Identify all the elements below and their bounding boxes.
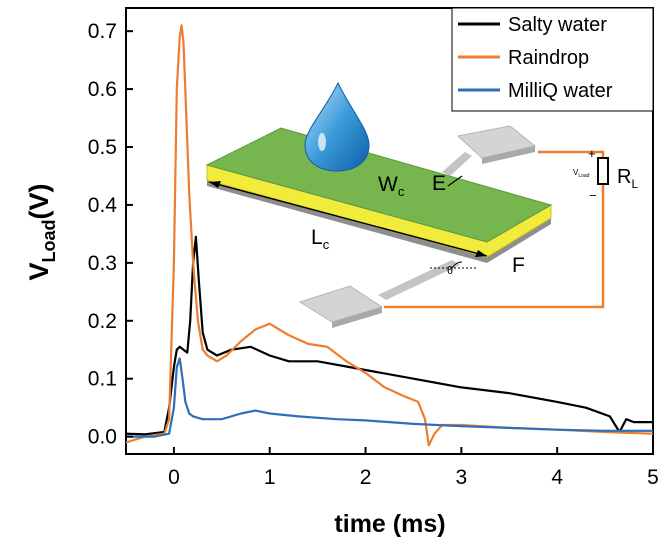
x-tick-label: 2 bbox=[360, 466, 372, 489]
x-tick-label: 4 bbox=[551, 466, 563, 489]
svg-text:VLoad: VLoad bbox=[573, 168, 590, 179]
x-tick-label: 0 bbox=[168, 466, 180, 489]
y-axis-title-main: V bbox=[24, 262, 54, 280]
circuit-wire bbox=[384, 150, 605, 309]
y-axis-title-unit: (V) bbox=[24, 183, 54, 219]
svg-text:Lc: Lc bbox=[311, 226, 330, 252]
svg-text:Wc: Wc bbox=[378, 173, 405, 199]
legend-label-raindrop: Raindrop bbox=[508, 47, 589, 69]
width-arrow bbox=[447, 175, 463, 187]
y-tick-label: 0.1 bbox=[88, 368, 117, 391]
y-tick-label: 0.6 bbox=[88, 78, 117, 101]
x-axis-title: time (ms) bbox=[334, 510, 445, 538]
wc-subscript: c bbox=[398, 184, 405, 199]
y-tick-label: 0.7 bbox=[88, 20, 117, 43]
legend-label-salty-water: Salty water bbox=[508, 14, 607, 36]
electrode-lead-top bbox=[442, 152, 472, 176]
rl-subscript: L bbox=[631, 177, 638, 191]
resistor-icon bbox=[597, 157, 609, 185]
y-axis-title: VLoad(V) bbox=[24, 183, 59, 280]
series-line-milliq-water bbox=[126, 357, 653, 438]
svg-text:RL: RL bbox=[617, 166, 638, 191]
series-lines bbox=[125, 24, 654, 447]
lc-label: L bbox=[311, 226, 323, 249]
water-droplet-icon bbox=[304, 81, 370, 172]
y-tick-label: 0.4 bbox=[88, 194, 118, 217]
y-tick-label: 0.3 bbox=[88, 252, 117, 275]
series-line-salty-water bbox=[125, 235, 653, 436]
rl-label: R bbox=[617, 166, 631, 188]
x-tick-label: 3 bbox=[456, 466, 468, 489]
y-tick-label: 0.0 bbox=[88, 426, 117, 449]
electrode-lead-bottom bbox=[378, 260, 460, 300]
legend-label-milliq-water: MilliQ water bbox=[508, 80, 613, 102]
minus-sign: − bbox=[589, 188, 597, 203]
series-line-raindrop bbox=[125, 24, 654, 447]
plus-sign: + bbox=[588, 146, 596, 161]
y-axis-title-subscript: Load bbox=[39, 219, 59, 262]
f-label: F bbox=[512, 254, 525, 277]
x-tick-label: 1 bbox=[264, 466, 276, 489]
cantilever-top-surface bbox=[205, 127, 553, 243]
device-schematic-inset: Wc E Lc F θ RL VLoad + − bbox=[205, 81, 638, 328]
length-arrow bbox=[208, 181, 488, 257]
x-tick-label: 5 bbox=[647, 466, 659, 489]
plot-area-frame bbox=[125, 7, 654, 455]
y-tick-label: 0.2 bbox=[88, 310, 117, 333]
y-tick-label: 0.5 bbox=[88, 136, 117, 159]
y-axis-ticks: 0.0 0.1 0.2 0.3 0.4 0.5 0.6 0.7 bbox=[88, 20, 133, 449]
vload-inset-subscript: Load bbox=[578, 173, 589, 179]
lc-subscript: c bbox=[323, 237, 330, 252]
vload-inset-label: V bbox=[573, 168, 579, 177]
legend: Salty water Raindrop MilliQ water bbox=[451, 7, 654, 112]
e-label: E bbox=[432, 172, 446, 195]
wc-label: W bbox=[378, 173, 398, 196]
x-axis-ticks: 0 1 2 3 4 5 bbox=[168, 447, 659, 489]
theta-label: θ bbox=[447, 265, 453, 277]
